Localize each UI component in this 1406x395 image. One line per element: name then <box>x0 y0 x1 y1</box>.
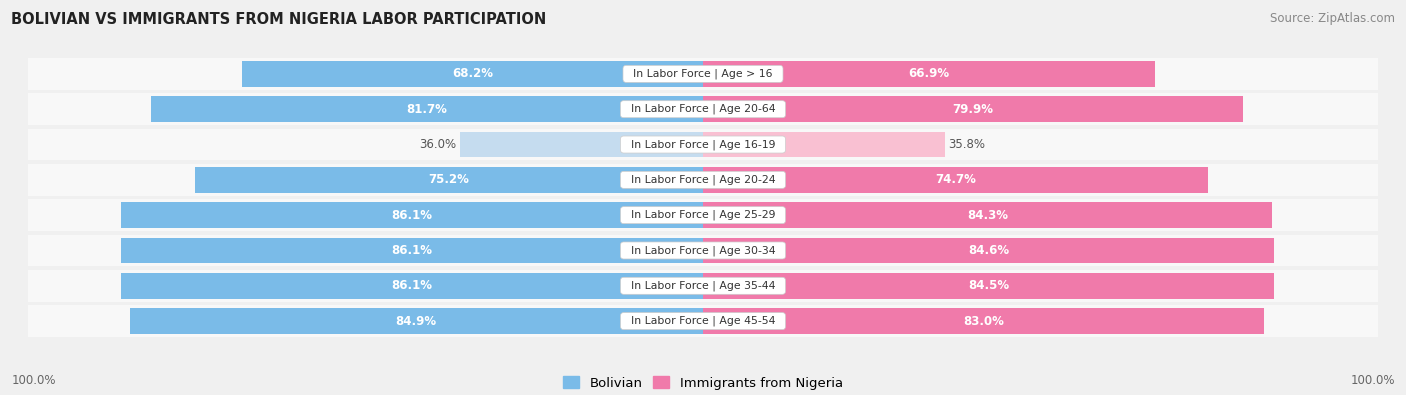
Bar <box>28 235 1378 266</box>
Text: In Labor Force | Age 45-54: In Labor Force | Age 45-54 <box>624 316 782 326</box>
Bar <box>28 199 1378 231</box>
Text: In Labor Force | Age 20-64: In Labor Force | Age 20-64 <box>624 104 782 115</box>
Bar <box>460 132 703 157</box>
Text: 86.1%: 86.1% <box>392 244 433 257</box>
Legend: Bolivian, Immigrants from Nigeria: Bolivian, Immigrants from Nigeria <box>558 371 848 395</box>
Text: 83.0%: 83.0% <box>963 314 1004 327</box>
Text: 84.5%: 84.5% <box>967 279 1010 292</box>
Text: 66.9%: 66.9% <box>908 68 949 81</box>
Bar <box>28 305 1378 337</box>
Bar <box>703 61 1154 87</box>
Bar <box>28 129 1378 160</box>
Text: In Labor Force | Age 30-34: In Labor Force | Age 30-34 <box>624 245 782 256</box>
Bar <box>703 308 1264 334</box>
Bar <box>28 58 1378 90</box>
Text: 86.1%: 86.1% <box>392 279 433 292</box>
Text: 84.9%: 84.9% <box>395 314 437 327</box>
Text: 84.6%: 84.6% <box>969 244 1010 257</box>
Bar <box>242 61 703 87</box>
Bar <box>703 238 1274 263</box>
Bar <box>28 270 1378 302</box>
Bar <box>703 167 1208 192</box>
Text: BOLIVIAN VS IMMIGRANTS FROM NIGERIA LABOR PARTICIPATION: BOLIVIAN VS IMMIGRANTS FROM NIGERIA LABO… <box>11 12 547 27</box>
Bar <box>152 96 703 122</box>
Text: 74.7%: 74.7% <box>935 173 976 186</box>
Text: Source: ZipAtlas.com: Source: ZipAtlas.com <box>1270 12 1395 25</box>
Text: 36.0%: 36.0% <box>419 138 457 151</box>
Text: In Labor Force | Age 16-19: In Labor Force | Age 16-19 <box>624 139 782 150</box>
Bar <box>703 203 1272 228</box>
Text: 100.0%: 100.0% <box>1350 374 1395 387</box>
Bar <box>703 132 945 157</box>
Bar <box>703 273 1274 299</box>
Bar <box>28 164 1378 196</box>
Text: 81.7%: 81.7% <box>406 103 447 116</box>
Bar <box>703 96 1243 122</box>
Text: In Labor Force | Age > 16: In Labor Force | Age > 16 <box>626 69 780 79</box>
Bar <box>28 93 1378 125</box>
Text: In Labor Force | Age 25-29: In Labor Force | Age 25-29 <box>624 210 782 220</box>
Bar <box>121 203 703 228</box>
Text: 86.1%: 86.1% <box>392 209 433 222</box>
Bar <box>121 238 703 263</box>
Bar <box>121 273 703 299</box>
Text: In Labor Force | Age 20-24: In Labor Force | Age 20-24 <box>624 175 782 185</box>
Bar <box>195 167 703 192</box>
Bar <box>129 308 703 334</box>
Text: 84.3%: 84.3% <box>967 209 1008 222</box>
Text: 68.2%: 68.2% <box>453 68 494 81</box>
Text: 79.9%: 79.9% <box>952 103 993 116</box>
Text: 100.0%: 100.0% <box>11 374 56 387</box>
Text: In Labor Force | Age 35-44: In Labor Force | Age 35-44 <box>624 280 782 291</box>
Text: 75.2%: 75.2% <box>429 173 470 186</box>
Text: 35.8%: 35.8% <box>948 138 986 151</box>
